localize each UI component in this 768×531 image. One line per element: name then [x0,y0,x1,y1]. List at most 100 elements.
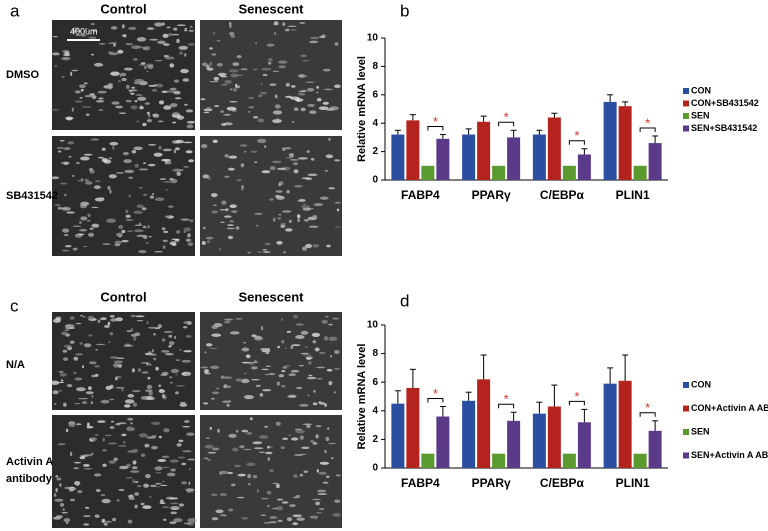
bar [618,380,632,468]
cell [254,360,257,363]
cell [107,321,111,326]
cell [261,67,272,71]
cell [146,119,152,123]
cell [170,502,179,505]
cell [164,352,174,356]
micrograph [200,20,342,130]
cell [149,363,152,366]
cell [86,425,94,429]
y-tick-label: 4 [372,405,378,416]
cell [109,189,112,194]
cell [136,320,144,322]
cell [213,31,216,35]
cell [227,235,234,240]
cell [66,116,73,121]
cell [82,365,84,369]
cell [74,90,81,94]
cell [326,475,330,479]
legend-swatch [683,382,689,388]
cell [173,149,176,154]
y-tick-label: 6 [372,377,378,388]
row-label: Activin A [6,456,53,468]
cell [260,83,263,86]
cell [86,220,91,222]
cell [122,151,129,156]
cell [118,445,127,447]
cell [57,443,66,446]
cell [206,343,213,347]
cell [322,101,329,105]
cell [302,354,313,356]
bar [406,387,420,468]
cell [308,225,319,228]
cell [243,151,247,153]
cell [274,104,281,109]
cell [215,387,220,390]
cell [256,489,259,493]
cell [205,107,212,110]
cell [298,365,304,367]
cell [319,508,325,510]
cell [230,73,239,78]
cell [290,345,294,350]
cell [187,233,191,238]
cell [299,22,306,24]
cell [333,368,341,370]
cell [277,195,284,199]
cell [263,521,271,524]
cell [220,110,225,113]
cell [296,386,303,390]
cell [110,318,117,322]
cell [145,242,149,244]
cell [228,69,239,73]
cell [188,29,194,32]
cell [202,402,209,405]
cell [227,472,234,474]
cell [261,170,271,174]
cell [301,205,311,209]
cell [89,169,95,174]
cell [119,74,122,78]
cell [319,351,326,354]
cell [281,384,286,388]
cell [54,498,64,502]
cell [100,494,106,496]
cell [251,366,258,370]
cell [92,29,98,32]
legend-swatch [683,125,689,132]
bar [462,400,476,468]
cell [313,203,324,207]
cell [281,370,286,373]
cell [147,351,152,356]
cell [334,42,339,46]
cell [183,166,189,168]
cell [133,146,143,151]
cell [55,488,58,493]
cell [161,227,166,231]
cell [90,23,95,25]
cell [83,343,92,348]
cell [115,171,125,174]
cell [182,78,190,82]
y-axis-label: Relative mRNA level [356,56,368,162]
cell [79,84,86,88]
error-bar [581,408,588,423]
cell [145,389,153,392]
cell [145,474,151,479]
cell [153,332,156,336]
cell [224,318,234,321]
cell [328,137,331,141]
cell [297,199,306,202]
cell [168,334,173,338]
cell [131,466,138,470]
cell [108,341,111,343]
x-tick-label: FABP4 [401,188,440,202]
cell [90,138,100,141]
legend-label: CON [691,379,711,389]
cell [84,95,93,98]
cell [74,481,81,486]
cell [158,145,162,150]
cell [117,49,124,54]
cell [286,156,294,159]
cell [91,437,97,441]
